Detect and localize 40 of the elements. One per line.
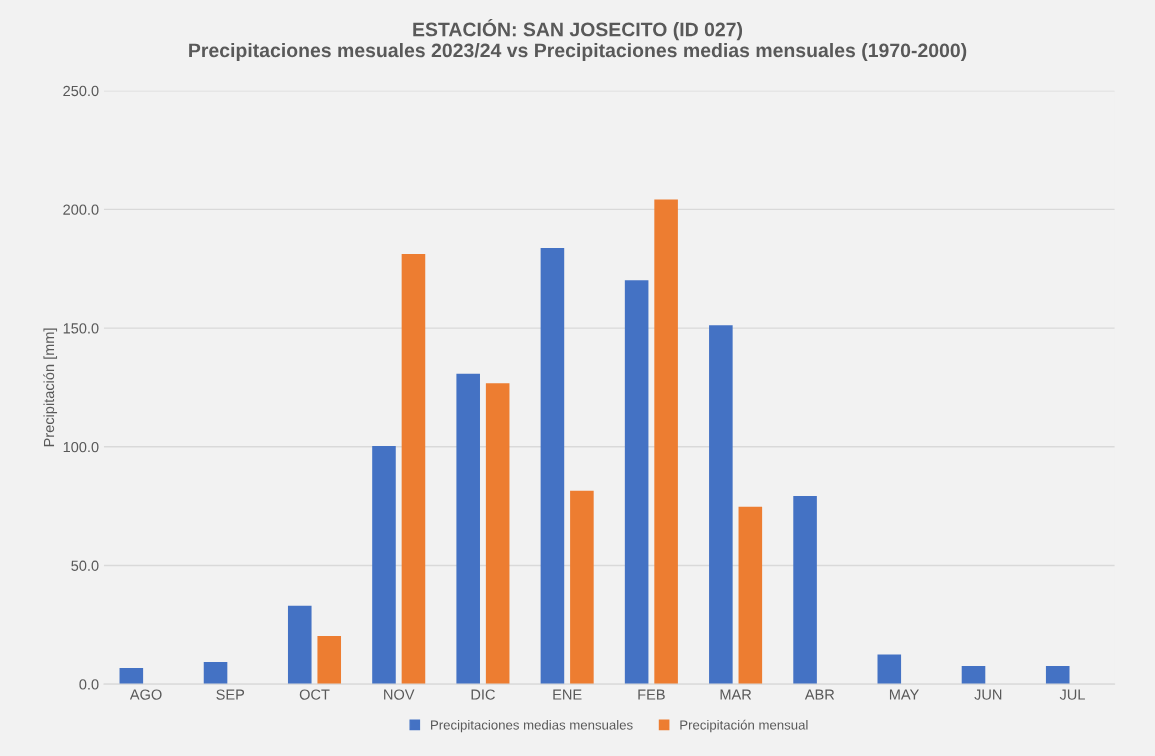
bar — [485, 383, 510, 685]
chart-title: ESTACIÓN: SAN JOSECITO (ID 027) Precipitaciones mesuales 2023/24 vs Precipitaciones medias mensuales (1970-2000) — [189, 18, 967, 62]
bar — [456, 373, 480, 685]
x-tick-label: MAR — [720, 689, 752, 700]
legend-label: Precipitaciones medias mensuales — [431, 719, 633, 733]
x-tick-label: ABR — [804, 689, 835, 700]
x-tick-label: JUL — [1059, 689, 1085, 700]
bar — [119, 668, 144, 685]
bar — [570, 490, 594, 685]
y-tick-label: 200.0 — [63, 204, 99, 215]
y-tick-label: 0.0 — [79, 679, 99, 690]
x-tick-label: ENE — [553, 689, 582, 700]
bar — [317, 635, 342, 685]
bar — [1045, 665, 1070, 685]
bar — [540, 248, 565, 685]
x-tick-label: JUN — [974, 689, 1002, 700]
x-tick-label: FEB — [638, 689, 665, 700]
x-tick-label: AGO — [129, 689, 162, 700]
y-axis-title: Precipitación [mm] — [43, 328, 58, 447]
y-tick-label: 150.0 — [63, 323, 99, 334]
bar — [961, 665, 986, 685]
x-tick-label: SEP — [216, 689, 245, 700]
bar — [738, 506, 763, 685]
bar — [287, 605, 312, 685]
y-tick-label: 250.0 — [63, 85, 99, 97]
bar — [401, 254, 426, 685]
y-tick-label: 100.0 — [63, 441, 99, 453]
x-tick-label: MAY — [889, 689, 919, 700]
x-tick-label: DIC — [471, 689, 495, 700]
bar — [203, 662, 228, 685]
bar — [793, 495, 817, 685]
bar — [654, 199, 678, 685]
bar — [709, 325, 733, 685]
legend-label: Precipitación mensual — [680, 719, 808, 733]
x-tick-label: NOV — [384, 689, 415, 700]
x-tick-label: OCT — [299, 689, 330, 700]
bar — [624, 280, 649, 685]
bar — [877, 654, 902, 685]
bar — [372, 446, 396, 685]
y-tick-label: 50.0 — [71, 560, 99, 571]
